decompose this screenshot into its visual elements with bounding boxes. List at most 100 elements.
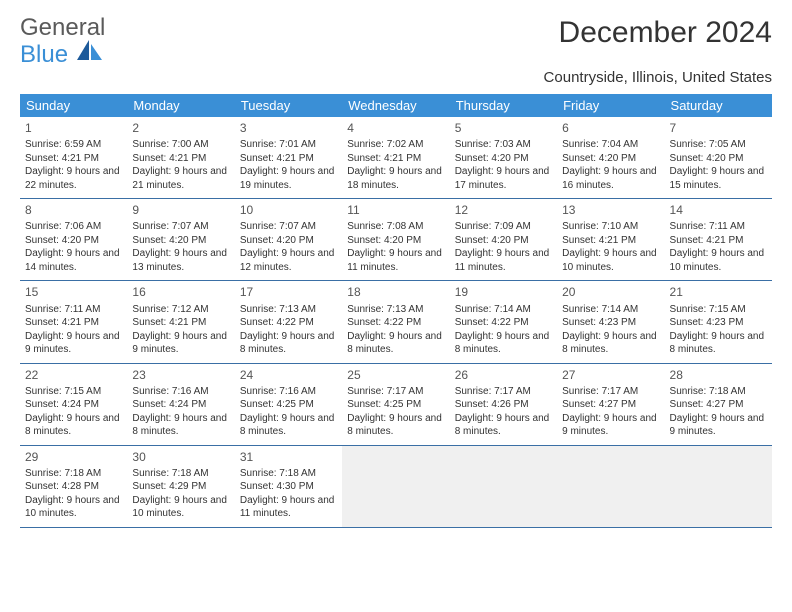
sunrise-text: Sunrise: 7:05 AM (670, 138, 767, 152)
day-cell: 17Sunrise: 7:13 AMSunset: 4:22 PMDayligh… (235, 281, 342, 363)
sunrise-text: Sunrise: 7:16 AM (240, 385, 337, 399)
day-cell: 25Sunrise: 7:17 AMSunset: 4:25 PMDayligh… (342, 363, 449, 445)
day-cell (665, 445, 772, 527)
day-data: Sunrise: 7:16 AMSunset: 4:25 PMDaylight:… (240, 385, 337, 439)
day-cell: 28 Sunrise: 7:18 AMSunset: 4:27 PMDayligh… (665, 363, 772, 445)
sunset-text: Sunset: 4:29 PM (132, 480, 229, 494)
sunrise-text: Sunrise: 7:13 AM (240, 303, 337, 317)
daylight-text: Daylight: 9 hours and 10 minutes. (670, 247, 767, 274)
sunrise-text: Sunrise: 7:04 AM (562, 138, 659, 152)
day-data: Sunrise: 7:18 AMSunset: 4:27 PMDaylight:… (670, 385, 767, 439)
sunrise-text: Sunrise: 7:11 AM (25, 303, 122, 317)
sunset-text: Sunset: 4:22 PM (240, 316, 337, 330)
day-data: Sunrise: 7:08 AMSunset: 4:20 PMDaylight:… (347, 220, 444, 274)
sunrise-text: Sunrise: 7:11 AM (670, 220, 767, 234)
day-number: 11 (347, 202, 444, 218)
sunrise-text: Sunrise: 7:09 AM (455, 220, 552, 234)
sunrise-text: Sunrise: 7:16 AM (132, 385, 229, 399)
sunset-text: Sunset: 4:20 PM (455, 152, 552, 166)
sunset-text: Sunset: 4:20 PM (240, 234, 337, 248)
day-cell: 22Sunrise: 7:15 AMSunset: 4:24 PMDayligh… (20, 363, 127, 445)
day-cell (342, 445, 449, 527)
day-number: 19 (455, 284, 552, 300)
sunrise-text: Sunrise: 7:06 AM (25, 220, 122, 234)
day-data: Sunrise: 6:59 AMSunset: 4:21 PMDaylight:… (25, 138, 122, 192)
day-cell: 19Sunrise: 7:14 AMSunset: 4:22 PMDayligh… (450, 281, 557, 363)
day-cell: 6Sunrise: 7:04 AMSunset: 4:20 PMDaylight… (557, 117, 664, 199)
logo: General Blue (20, 16, 105, 67)
day-cell: 10Sunrise: 7:07 AMSunset: 4:20 PMDayligh… (235, 199, 342, 281)
daylight-text: Daylight: 9 hours and 10 minutes. (562, 247, 659, 274)
sunrise-text: Sunrise: 7:18 AM (132, 467, 229, 481)
daylight-text: Daylight: 9 hours and 10 minutes. (25, 494, 122, 521)
day-number: 2 (132, 120, 229, 136)
sunrise-text: Sunrise: 7:18 AM (25, 467, 122, 481)
day-data: Sunrise: 7:13 AMSunset: 4:22 PMDaylight:… (240, 303, 337, 357)
day-cell: 21Sunrise: 7:15 AMSunset: 4:23 PMDayligh… (665, 281, 772, 363)
day-number: 10 (240, 202, 337, 218)
sunset-text: Sunset: 4:21 PM (562, 234, 659, 248)
sunset-text: Sunset: 4:21 PM (132, 152, 229, 166)
sunset-text: Sunset: 4:21 PM (132, 316, 229, 330)
day-data: Sunrise: 7:12 AMSunset: 4:21 PMDaylight:… (132, 303, 229, 357)
sunset-text: Sunset: 4:22 PM (347, 316, 444, 330)
day-data: Sunrise: 7:07 AMSunset: 4:20 PMDaylight:… (132, 220, 229, 274)
sunrise-text: Sunrise: 7:17 AM (455, 385, 552, 399)
day-data: Sunrise: 7:18 AMSunset: 4:30 PMDaylight:… (240, 467, 337, 521)
header-row: General Blue December 2024 (20, 16, 772, 67)
day-number: 29 (25, 449, 122, 465)
daylight-text: Daylight: 9 hours and 13 minutes. (132, 247, 229, 274)
week-row: 29Sunrise: 7:18 AMSunset: 4:28 PMDayligh… (20, 445, 772, 527)
daylight-text: Daylight: 9 hours and 17 minutes. (455, 165, 552, 192)
day-number: 8 (25, 202, 122, 218)
sunrise-text: Sunrise: 7:18 AM (240, 467, 337, 481)
sunrise-text: Sunrise: 7:17 AM (347, 385, 444, 399)
day-cell: 2Sunrise: 7:00 AMSunset: 4:21 PMDaylight… (127, 117, 234, 199)
day-cell: 18Sunrise: 7:13 AMSunset: 4:22 PMDayligh… (342, 281, 449, 363)
day-number: 20 (562, 284, 659, 300)
day-number: 23 (132, 367, 229, 383)
sunrise-text: Sunrise: 7:08 AM (347, 220, 444, 234)
weekday-friday: Friday (557, 94, 664, 117)
day-cell (450, 445, 557, 527)
page-title: December 2024 (559, 16, 772, 50)
daylight-text: Daylight: 9 hours and 19 minutes. (240, 165, 337, 192)
sunset-text: Sunset: 4:24 PM (25, 398, 122, 412)
daylight-text: Daylight: 9 hours and 11 minutes. (455, 247, 552, 274)
daylight-text: Daylight: 9 hours and 8 minutes. (455, 330, 552, 357)
sunrise-text: Sunrise: 7:15 AM (670, 303, 767, 317)
day-data: Sunrise: 7:02 AMSunset: 4:21 PMDaylight:… (347, 138, 444, 192)
daylight-text: Daylight: 9 hours and 16 minutes. (562, 165, 659, 192)
sunrise-text: Sunrise: 7:00 AM (132, 138, 229, 152)
day-number: 25 (347, 367, 444, 383)
day-data: Sunrise: 7:14 AMSunset: 4:23 PMDaylight:… (562, 303, 659, 357)
day-number: 12 (455, 202, 552, 218)
sunrise-text: Sunrise: 7:07 AM (132, 220, 229, 234)
day-cell (557, 445, 664, 527)
sunset-text: Sunset: 4:27 PM (562, 398, 659, 412)
sunset-text: Sunset: 4:30 PM (240, 480, 337, 494)
day-number: 5 (455, 120, 552, 136)
day-cell: 27Sunrise: 7:17 AMSunset: 4:27 PMDayligh… (557, 363, 664, 445)
day-number: 13 (562, 202, 659, 218)
sunset-text: Sunset: 4:21 PM (670, 234, 767, 248)
day-number: 28 (670, 367, 767, 383)
day-cell: 31Sunrise: 7:18 AMSunset: 4:30 PMDayligh… (235, 445, 342, 527)
day-number: 4 (347, 120, 444, 136)
daylight-text: Daylight: 9 hours and 8 minutes. (347, 330, 444, 357)
day-number: 16 (132, 284, 229, 300)
day-number: 15 (25, 284, 122, 300)
daylight-text: Daylight: 9 hours and 8 minutes. (347, 412, 444, 439)
sunset-text: Sunset: 4:24 PM (132, 398, 229, 412)
daylight-text: Daylight: 9 hours and 9 minutes. (25, 330, 122, 357)
daylight-text: Daylight: 9 hours and 9 minutes. (132, 330, 229, 357)
day-cell: 15Sunrise: 7:11 AMSunset: 4:21 PMDayligh… (20, 281, 127, 363)
day-data: Sunrise: 7:04 AMSunset: 4:20 PMDaylight:… (562, 138, 659, 192)
sunrise-text: Sunrise: 7:18 AM (670, 385, 767, 399)
location-subtitle: Countryside, Illinois, United States (20, 69, 772, 86)
day-data: Sunrise: 7:17 AMSunset: 4:27 PMDaylight:… (562, 385, 659, 439)
sunset-text: Sunset: 4:28 PM (25, 480, 122, 494)
daylight-text: Daylight: 9 hours and 8 minutes. (670, 330, 767, 357)
sunset-text: Sunset: 4:23 PM (562, 316, 659, 330)
sunset-text: Sunset: 4:20 PM (455, 234, 552, 248)
